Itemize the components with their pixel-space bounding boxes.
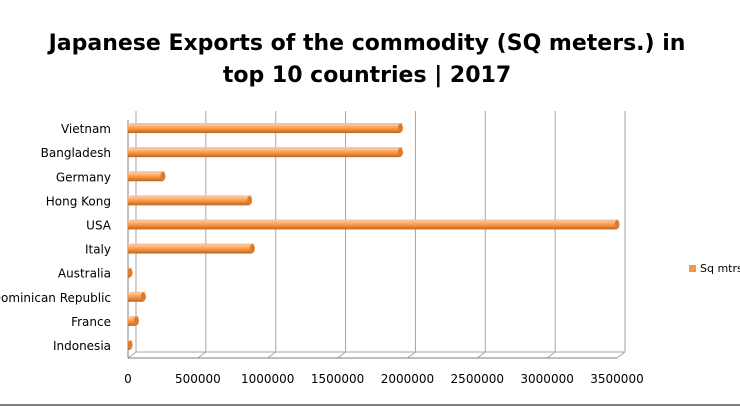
category-label-5: Italy <box>85 243 111 257</box>
bar-8 <box>128 317 137 326</box>
category-label-7: Dominican Republic <box>0 291 111 305</box>
category-label-0: Vietnam <box>61 122 111 136</box>
bar-7 <box>128 293 144 302</box>
category-label-1: Bangladesh <box>41 146 111 160</box>
x-tick-label-1: 500000 <box>175 372 221 386</box>
bar-top-1 <box>128 147 404 150</box>
category-label-8: France <box>71 315 111 329</box>
bar-end-5 <box>249 244 255 254</box>
plot-area: 0 500000 1000000 1500000 2000000 2500000 30000… <box>0 111 644 386</box>
x-tick-label-7: 3500000 <box>590 372 643 386</box>
bar-3 <box>128 197 250 206</box>
bar-end-4 <box>614 219 620 229</box>
category-label-3: Hong Kong <box>46 194 111 208</box>
bar-2 <box>128 173 163 182</box>
bar-0 <box>128 125 401 134</box>
bar-end-2 <box>160 171 166 181</box>
bar-end-9 <box>127 340 133 350</box>
floor-line-2 <box>267 351 277 359</box>
floor-line-1 <box>197 351 207 359</box>
x-tick-label-6: 3000000 <box>520 372 573 386</box>
x-tick-label-0: 0 <box>124 372 132 386</box>
bar-top-7 <box>128 291 147 294</box>
bar-end-0 <box>397 123 403 133</box>
bar-top-2 <box>128 171 166 174</box>
x-tick-label-4: 2000000 <box>381 372 434 386</box>
bar-1 <box>128 149 401 158</box>
floor-line-4 <box>407 351 416 359</box>
x-tick-label-2: 1000000 <box>241 372 294 386</box>
bar-top-0 <box>128 123 404 126</box>
floor-line-6 <box>546 351 556 359</box>
category-label-6: Australia <box>58 267 111 281</box>
bar-end-1 <box>397 147 403 157</box>
floor-line-7 <box>616 351 626 359</box>
category-label-4: USA <box>86 218 112 232</box>
bar-end-7 <box>140 292 146 302</box>
x-tick-label-3: 1500000 <box>311 372 364 386</box>
x-tick-label-5: 2500000 <box>451 372 504 386</box>
bottom-border <box>0 404 740 406</box>
bar-top-5 <box>128 243 256 246</box>
legend-label: Sq mtrs <box>700 262 740 275</box>
floor-line-3 <box>337 351 346 359</box>
floor-line-5 <box>476 351 486 359</box>
chart-title-line-1: Japanese Exports of the commodity (SQ me… <box>47 31 686 56</box>
category-label-9: Indonesia <box>53 339 111 353</box>
floor-line-0 <box>127 351 137 359</box>
legend: Sq mtrs <box>689 262 740 275</box>
bar-top-4 <box>128 219 620 222</box>
bar-end-3 <box>247 195 253 205</box>
legend-swatch <box>689 265 696 272</box>
bar-end-8 <box>133 316 139 326</box>
bar-4 <box>128 221 617 230</box>
chart-title-line-2: top 10 countries | 2017 <box>223 63 511 88</box>
bar-top-3 <box>128 195 253 198</box>
category-label-2: Germany <box>56 170 111 184</box>
bar-5 <box>128 245 253 254</box>
bar-end-6 <box>127 268 133 278</box>
